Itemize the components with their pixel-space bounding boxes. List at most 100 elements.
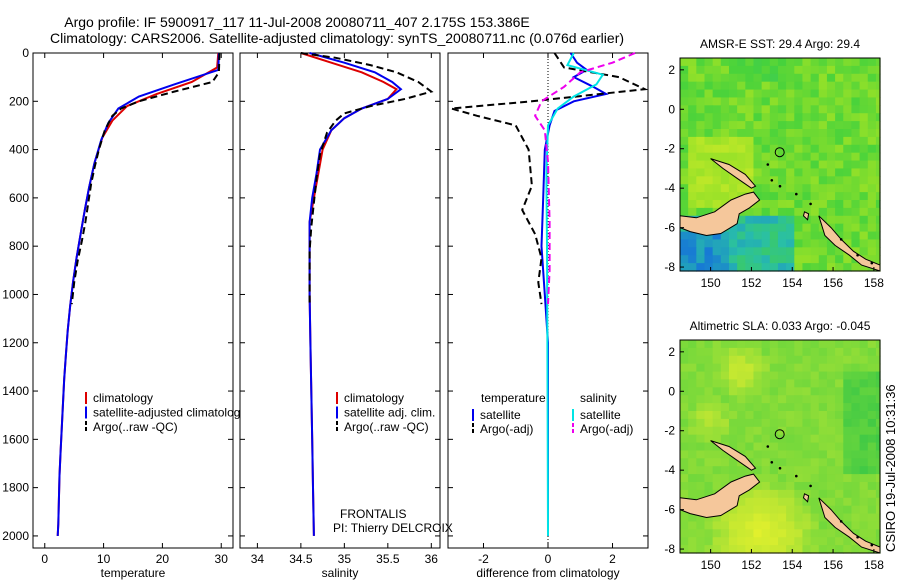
- map-cell: [810, 545, 820, 554]
- map-cell: [843, 160, 853, 170]
- map-cell: [826, 537, 836, 546]
- profile-panel-2: 34 34.5 35 35.5 36 salinity climatologysatelli…: [239, 52, 441, 580]
- map-cell: [802, 239, 812, 248]
- map-cell: [680, 58, 689, 67]
- map-cell: [867, 403, 877, 412]
- legend-label: Argo(..raw -QC): [93, 420, 178, 434]
- map-cell: [851, 121, 861, 130]
- map-cell: [875, 105, 881, 114]
- map-cell: [753, 89, 763, 99]
- map-cell: [843, 136, 853, 146]
- map-cell: [720, 347, 730, 357]
- map-cell: [786, 247, 795, 256]
- map-cell: [704, 379, 714, 388]
- map-cell: [777, 347, 787, 357]
- map-cell: [794, 474, 804, 483]
- map-cell: [851, 497, 861, 507]
- map-cell: [851, 247, 861, 256]
- map-cell: [769, 537, 779, 546]
- map-cell: [696, 418, 706, 428]
- map-cell: [680, 168, 689, 177]
- map-cell: [761, 200, 771, 209]
- map-cell: [810, 136, 820, 146]
- map-cell: [712, 529, 722, 538]
- map-cell: [688, 136, 697, 146]
- map-cell: [875, 474, 881, 483]
- map-cell: [720, 73, 730, 83]
- map-cell: [859, 81, 869, 91]
- map-cell: [826, 168, 836, 177]
- map-cell: [794, 152, 804, 162]
- map-cell: [753, 545, 763, 554]
- island-dot: [770, 179, 774, 182]
- map-cell: [688, 387, 697, 396]
- map-cell: [745, 450, 755, 459]
- figure-title-line1: Argo profile: IF 5900917_117 11-Jul-2008…: [64, 14, 529, 30]
- map-cell: [720, 89, 730, 99]
- map-cell: [843, 192, 853, 201]
- map-cell: [810, 521, 820, 530]
- x-tick-label: 35.5: [376, 552, 400, 566]
- map-cell: [696, 144, 706, 154]
- argo-position-marker: [774, 429, 785, 440]
- map-cell: [835, 200, 844, 209]
- map-cell: [769, 426, 779, 436]
- map-cell: [777, 497, 787, 507]
- map-cell: [826, 489, 836, 499]
- map-cell: [867, 387, 877, 396]
- map-cell: [728, 529, 738, 538]
- map-cell: [696, 168, 706, 177]
- map-cell: [794, 521, 804, 530]
- map-cell: [786, 395, 795, 404]
- map-cell: [680, 403, 689, 412]
- map-cell: [777, 426, 787, 436]
- map-cell: [835, 458, 844, 467]
- map-cell: [810, 529, 820, 538]
- map-cell: [777, 247, 787, 256]
- map-cell: [826, 340, 836, 349]
- map-cell: [769, 97, 779, 106]
- map-cell: [728, 426, 738, 436]
- map-cell: [737, 355, 746, 365]
- map-cell: [826, 466, 836, 475]
- map-cell: [680, 482, 689, 491]
- map-cell: [704, 442, 714, 452]
- map-cell: [794, 403, 804, 412]
- map-cell: [696, 442, 706, 452]
- map-cell: [875, 152, 881, 162]
- map-cell: [680, 97, 689, 106]
- map-cell: [794, 505, 804, 515]
- map-cell: [688, 474, 697, 483]
- map-cell: [712, 105, 722, 114]
- map-cell: [761, 529, 771, 538]
- map-cell: [753, 65, 763, 75]
- map-cell: [769, 434, 779, 444]
- map-cell: [761, 418, 771, 428]
- map-cell: [712, 65, 722, 75]
- map-cell: [680, 247, 689, 256]
- map-cell: [720, 184, 730, 193]
- map-cell: [745, 545, 755, 554]
- map-cell: [761, 474, 771, 483]
- map-cell: [688, 184, 697, 193]
- map-cell: [794, 97, 804, 106]
- map-cell: [769, 215, 779, 225]
- map-title: Altimetric SLA: 0.033 Argo: -0.045: [690, 319, 871, 333]
- map-cell: [818, 113, 828, 122]
- map-cell: [737, 65, 746, 75]
- map-cell: [704, 129, 714, 138]
- map-cell: [688, 442, 697, 452]
- map-cell: [867, 168, 877, 177]
- map-cell: [720, 545, 730, 554]
- map-cell: [712, 403, 722, 412]
- map-cell: [835, 160, 844, 170]
- map-cell: [745, 121, 755, 130]
- map-cell: [794, 482, 804, 491]
- map-cell: [843, 505, 853, 515]
- map-cell: [712, 89, 722, 99]
- map-cell: [712, 545, 722, 554]
- map-cell: [737, 371, 746, 381]
- map-cell: [728, 160, 738, 170]
- map-cell: [745, 263, 755, 272]
- map-cell: [867, 347, 877, 357]
